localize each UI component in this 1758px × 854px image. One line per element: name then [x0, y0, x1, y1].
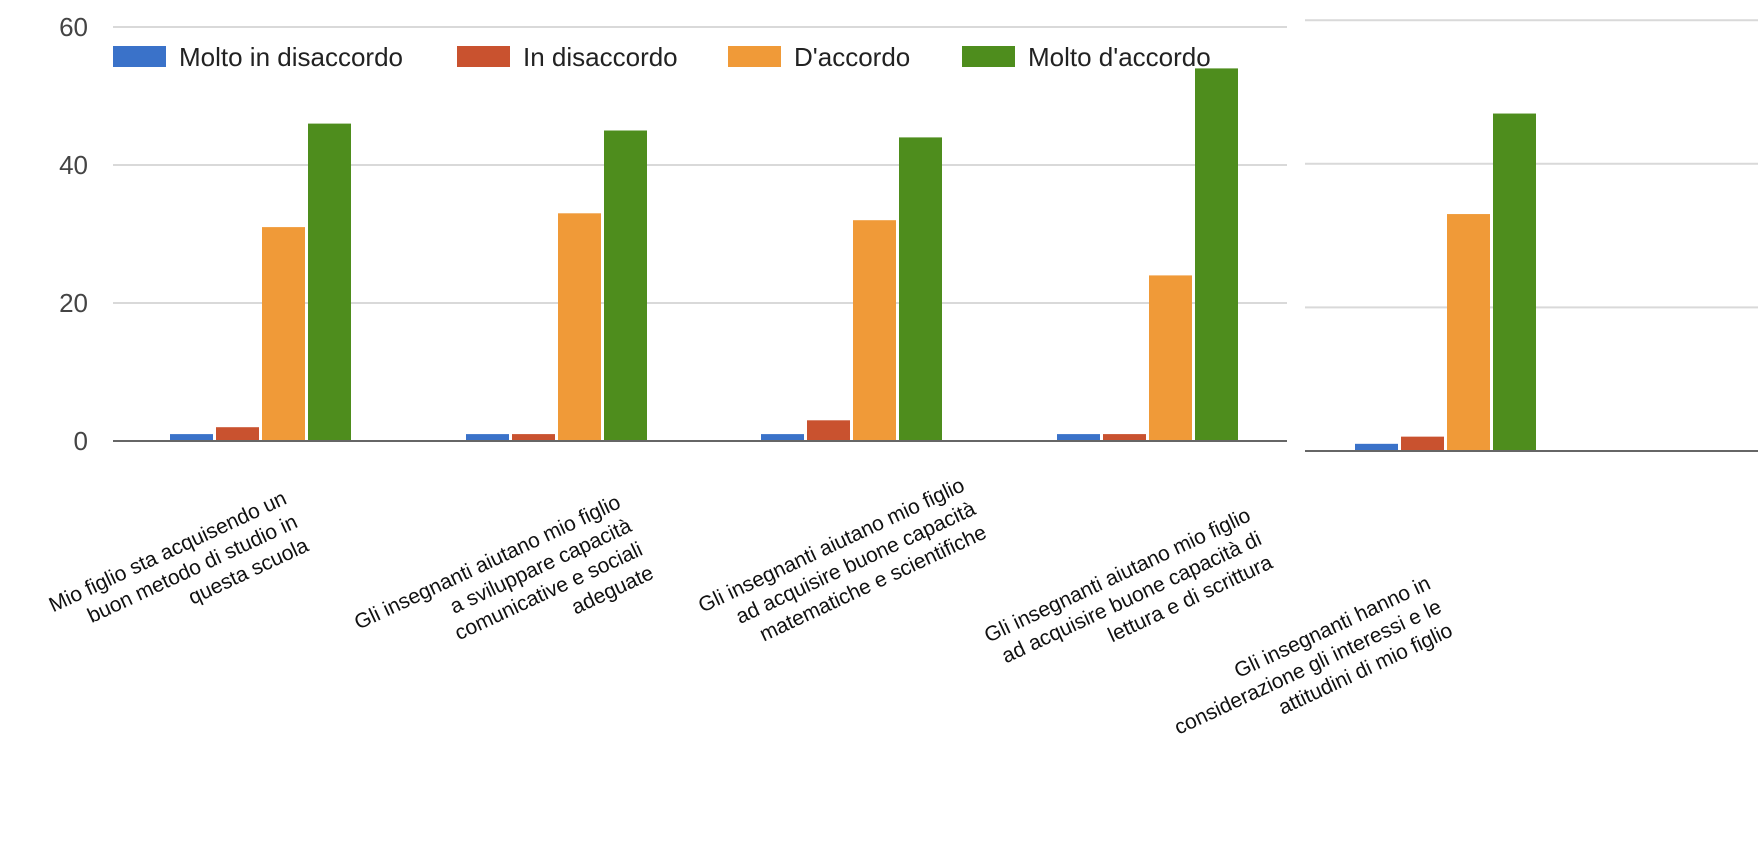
bar-2-cat-4: [1103, 434, 1146, 441]
y-tick-label: 60: [59, 12, 88, 42]
legend-label: In disaccordo: [523, 42, 678, 72]
x-axis: [113, 440, 1758, 452]
bar-3-cat-3: [853, 220, 896, 441]
legend-swatch: [728, 46, 781, 67]
category-label: Gli insegnanti aiutano mio figlioa svilu…: [351, 491, 657, 706]
bars: [170, 68, 1536, 451]
legend-swatch: [113, 46, 166, 67]
legend-label: Molto in disaccordo: [179, 42, 403, 72]
bar-4-cat-2: [604, 130, 647, 441]
bar-3-cat-4: [1149, 275, 1192, 441]
bar-2-cat-3: [807, 420, 850, 441]
category-label-line: ad acquisire buone capacità di: [998, 527, 1265, 668]
y-tick-label: 40: [59, 150, 88, 180]
bar-1-cat-1: [170, 434, 213, 441]
legend: Molto in disaccordo In disaccordo D'accord…: [113, 42, 1211, 72]
bar-1-cat-4: [1057, 434, 1100, 441]
bar-4-cat-1: [308, 123, 351, 441]
bar-4-cat-5: [1493, 113, 1536, 451]
category-labels: Mio figlio sta acquisendo unbuon metodo …: [46, 474, 1457, 740]
y-axis-ticks: 0 20 40 60: [59, 12, 88, 456]
bar-2-cat-2: [512, 434, 555, 441]
bar-4-cat-4: [1195, 68, 1238, 442]
category-label: Gli insegnanti aiutano mio figlioad acqu…: [695, 474, 990, 665]
bar-3-cat-1: [262, 227, 305, 441]
bar-3-cat-2: [558, 213, 601, 441]
bar-2-cat-5: [1401, 436, 1444, 451]
bar-1-cat-2: [466, 434, 509, 441]
category-label: Mio figlio sta acquisendo unbuon metodo …: [46, 487, 313, 665]
bar-3-cat-5: [1447, 214, 1490, 451]
legend-swatch: [457, 46, 510, 67]
bar-4-cat-3: [899, 137, 942, 441]
legend-label: Molto d'accordo: [1028, 42, 1211, 72]
y-tick-label: 0: [74, 426, 88, 456]
bar-1-cat-3: [761, 434, 804, 441]
bar-2-cat-1: [216, 427, 259, 441]
legend-label: D'accordo: [794, 42, 910, 72]
legend-swatch: [962, 46, 1015, 67]
bar-1-cat-5: [1355, 443, 1398, 451]
category-label-line: considerazione gli interessi e le: [1171, 595, 1445, 739]
y-tick-label: 20: [59, 288, 88, 318]
